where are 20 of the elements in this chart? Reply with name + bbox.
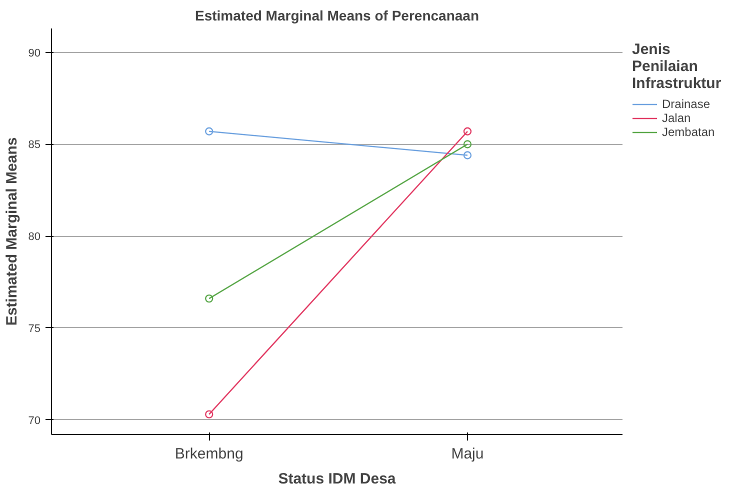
x-tick-label: Maju xyxy=(451,446,484,462)
y-tick-label: 90 xyxy=(28,47,41,60)
chart-title: Estimated Marginal Means of Perencanaan xyxy=(195,8,479,24)
x-axis-title: Status IDM Desa xyxy=(278,470,396,488)
point xyxy=(205,127,214,136)
point xyxy=(205,410,214,418)
legend-label: Jalan xyxy=(662,111,691,125)
x-tick-label: Brkembng xyxy=(174,446,244,462)
point xyxy=(463,127,472,136)
legend-label: Drainase xyxy=(662,97,710,111)
point xyxy=(205,294,214,303)
legend-label: Jembatan xyxy=(662,125,715,139)
legend-title: Jenis Penilaian Infrastruktur xyxy=(632,41,722,92)
y-axis-title: Estimated Marginal Means xyxy=(3,137,20,326)
point xyxy=(463,140,472,148)
point xyxy=(463,151,472,160)
y-tick-label: 70 xyxy=(28,414,41,427)
y-tick-label: 75 xyxy=(28,322,41,335)
y-tick-label: 85 xyxy=(28,139,41,152)
y-tick-label: 80 xyxy=(28,231,41,244)
